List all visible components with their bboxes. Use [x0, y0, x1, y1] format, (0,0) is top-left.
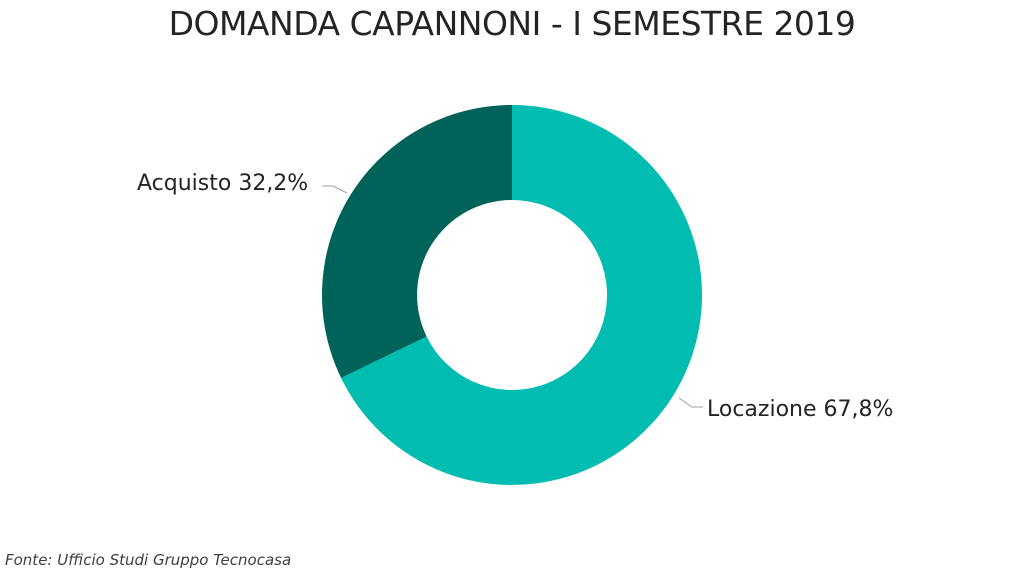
data-label-locazione: Locazione 67,8% — [707, 397, 894, 422]
data-label-acquisto: Acquisto 32,2% — [137, 171, 309, 196]
leader-line-locazione — [678, 397, 703, 408]
leader-line-acquisto — [322, 185, 348, 194]
source-note: Fonte: Ufficio Studi Gruppo Tecnocasa — [5, 551, 292, 569]
chart-title: DOMANDA CAPANNONI - I SEMESTRE 2019 — [168, 4, 856, 43]
slice-locazione — [341, 104, 703, 485]
slice-acquisto — [322, 105, 512, 378]
